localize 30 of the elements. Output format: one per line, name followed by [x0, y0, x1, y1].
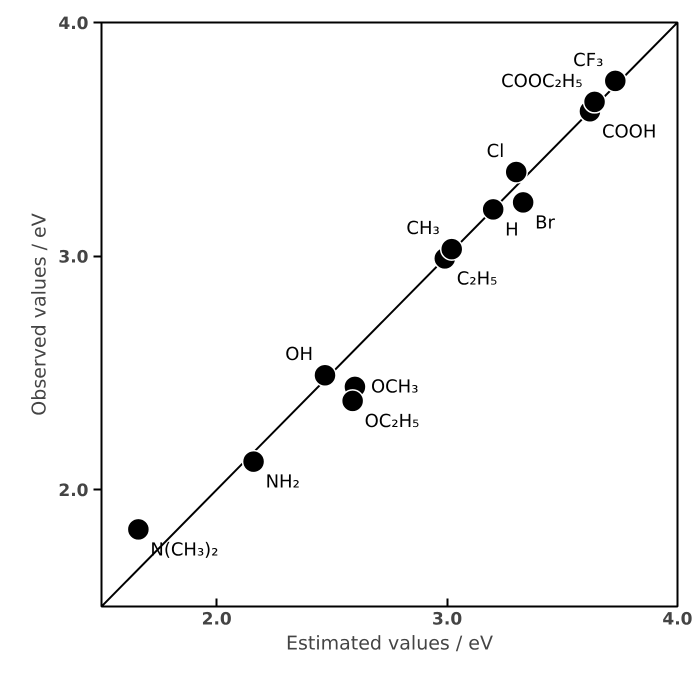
x-tick-label: 3.0	[432, 610, 462, 630]
y-tick-label: 4.0	[58, 14, 89, 34]
data-label: OH	[285, 344, 313, 366]
data-label: OC₂H₅	[364, 410, 420, 432]
data-label: OCH₃	[370, 376, 418, 398]
data-label: Br	[535, 212, 556, 234]
data-label: Cl	[486, 141, 504, 162]
y-tick-label: 3.0	[58, 248, 89, 268]
point	[340, 389, 364, 413]
y-axis-title: Observed values / eV	[28, 213, 50, 416]
point	[313, 364, 337, 387]
x-tick-label: 4.0	[662, 610, 692, 630]
data-label: NH₂	[266, 472, 300, 493]
data-label: CF₃	[573, 50, 604, 71]
data-label: COOC₂H₅	[501, 70, 583, 92]
point	[511, 190, 535, 214]
y-tick-label: 2.0	[58, 481, 89, 502]
point	[481, 198, 505, 222]
x-tick-label: 2.0	[202, 610, 232, 630]
data-label: C₂H₅	[456, 268, 498, 290]
point	[582, 90, 606, 114]
point	[504, 160, 528, 184]
point	[126, 518, 150, 542]
data-label: COOH	[602, 121, 656, 142]
point	[440, 237, 464, 261]
x-axis-title: Estimated values / eV	[286, 632, 494, 654]
point	[242, 450, 266, 474]
point	[604, 69, 628, 93]
data-label: H	[505, 219, 519, 240]
data-label: CH₃	[406, 218, 440, 240]
